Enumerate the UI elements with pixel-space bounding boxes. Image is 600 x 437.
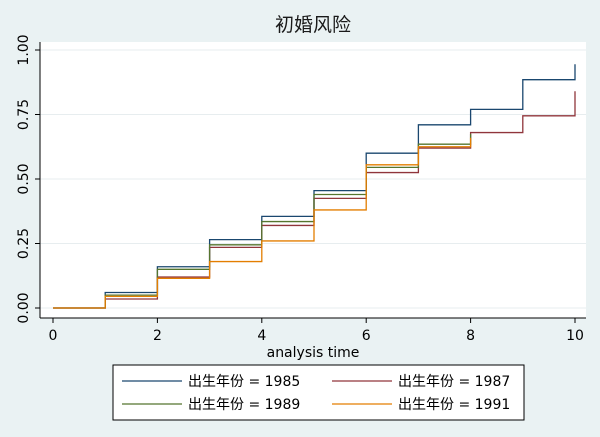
legend-label-4: 出生年份 = 1991 [398, 397, 510, 413]
x-tick-label: 10 [566, 328, 584, 344]
y-tick-label: 0.25 [16, 228, 32, 259]
x-tick-label: 6 [362, 328, 371, 344]
y-tick-label: 0.00 [16, 292, 32, 323]
x-tick-label: 2 [153, 328, 162, 344]
legend-label-3: 出生年份 = 1989 [188, 397, 300, 413]
legend-label-2: 出生年份 = 1987 [398, 374, 510, 390]
plot-area [40, 42, 586, 318]
x-tick-label: 8 [466, 328, 475, 344]
y-tick-label: 0.75 [16, 99, 32, 130]
x-axis-title: analysis time [267, 345, 360, 361]
chart-title: 初婚风险 [275, 14, 351, 36]
legend-box [112, 364, 525, 421]
x-tick-label: 4 [257, 328, 266, 344]
series-line-4 [53, 137, 472, 309]
axes: 0.00 0.25 0.50 0.75 1.00 0 2 4 6 8 10 [16, 34, 586, 344]
grid-lines [40, 49, 586, 309]
series-group [53, 64, 576, 309]
x-tick-label: 0 [49, 328, 58, 344]
legend: 出生年份 = 1985 出生年份 = 1987 出生年份 = 1989 出生年份 = … [112, 364, 525, 421]
y-tick-label: 1.00 [16, 34, 32, 65]
legend-label-1: 出生年份 = 1985 [188, 374, 300, 390]
y-tick-label: 0.50 [16, 163, 32, 194]
